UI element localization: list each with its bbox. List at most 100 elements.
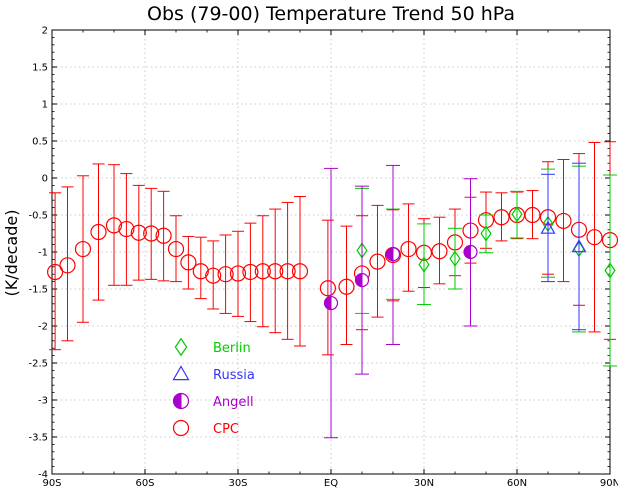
cpc-point <box>319 219 336 356</box>
legend-label: CPC <box>213 422 239 437</box>
legend: Berlin Russia Angell CPC <box>172 337 255 437</box>
cpc-marker <box>74 240 92 258</box>
y-tick-label: -2 <box>38 322 48 333</box>
cpc-marker <box>217 266 234 283</box>
cpc-point <box>118 173 135 286</box>
cpc-point <box>46 192 64 351</box>
axis-ticks: -4 -3.5 -3 -2.5 -2 -1.5 -1 -0.5 0 0.5 1 1.5 2 90S 60S 3… <box>28 26 618 488</box>
cpc-marker <box>180 254 197 271</box>
cpc-marker <box>167 240 185 258</box>
cpc-point <box>167 215 185 283</box>
cpc-marker <box>524 206 541 224</box>
cpc-point <box>493 192 510 242</box>
x-tick-label: 60N <box>507 478 527 488</box>
angell-marker <box>354 273 370 288</box>
legend-item-cpc: CPC <box>172 419 239 437</box>
cpc-point <box>291 196 309 347</box>
cpc-point <box>143 187 160 280</box>
legend-label: Berlin <box>213 341 251 356</box>
angell-point <box>354 185 370 375</box>
legend-label: Russia <box>213 368 255 383</box>
legend-marker-russia <box>172 365 190 381</box>
legend-item-berlin: Berlin <box>174 337 251 357</box>
cpc-marker <box>46 263 64 281</box>
cpc-point <box>524 190 541 240</box>
y-tick-label: 1.5 <box>32 63 48 74</box>
cpc-marker <box>431 243 448 260</box>
series-cpc <box>46 141 618 356</box>
y-tick-label: -1.5 <box>28 285 48 296</box>
berlin-marker <box>604 262 616 279</box>
series-layer <box>46 141 618 439</box>
legend-marker-angell <box>172 392 190 410</box>
legend-item-angell: Angell <box>172 392 254 410</box>
legend-label: Angell <box>213 395 254 410</box>
angell-marker <box>463 244 478 260</box>
marker-fill <box>464 245 471 259</box>
angell-marker <box>385 247 401 262</box>
cpc-marker <box>400 240 417 258</box>
cpc-point <box>192 236 209 300</box>
berlin-point <box>417 223 431 306</box>
cpc-marker <box>267 263 284 280</box>
y-tick-label: -2.5 <box>28 359 48 370</box>
x-tick-label: EQ <box>324 478 338 488</box>
cpc-marker <box>279 263 296 280</box>
russia-marker <box>571 239 587 253</box>
cpc-point <box>242 222 259 323</box>
cpc-point <box>205 240 222 310</box>
legend-marker-cpc <box>172 419 190 437</box>
y-tick-label: 0.5 <box>32 137 48 148</box>
cpc-marker <box>192 263 209 280</box>
cpc-point <box>180 235 197 290</box>
y-axis-label: (K/decade) <box>2 210 21 297</box>
cpc-marker <box>118 220 135 238</box>
cpc-marker <box>555 212 572 230</box>
marker-fill <box>386 247 393 261</box>
angell-point <box>463 178 478 327</box>
angell-point <box>323 167 339 439</box>
russia-point <box>540 173 556 283</box>
cpc-marker <box>205 267 222 284</box>
cpc-marker <box>319 280 336 297</box>
berlin-point <box>510 190 524 239</box>
berlin-point <box>448 227 462 290</box>
x-tick-label: 30N <box>414 478 434 488</box>
y-tick-label: -1 <box>38 248 48 259</box>
berlin-marker <box>511 206 523 223</box>
angell-point <box>385 164 401 345</box>
y-tick-label: -3.5 <box>28 433 48 444</box>
marker-fill <box>355 273 362 287</box>
berlin-point <box>479 214 493 254</box>
berlin-point <box>603 174 617 367</box>
cpc-point <box>155 190 172 282</box>
cpc-point <box>130 184 147 281</box>
cpc-point <box>105 164 123 286</box>
cpc-marker <box>130 224 147 241</box>
legend-marker-berlin <box>174 337 188 357</box>
cpc-marker <box>143 225 160 242</box>
marker-fill <box>173 393 181 409</box>
y-tick-label: 0 <box>42 174 48 185</box>
berlin-marker <box>480 225 492 242</box>
cpc-point <box>59 186 76 342</box>
cpc-point <box>369 204 386 318</box>
cpc-point <box>400 203 417 292</box>
cpc-point <box>254 215 271 328</box>
cpc-marker <box>242 263 259 281</box>
cpc-point <box>267 208 284 334</box>
cpc-marker <box>90 223 107 241</box>
series-russia <box>540 162 587 331</box>
cpc-point <box>279 201 296 340</box>
x-tick-label: 60S <box>135 478 154 488</box>
cpc-marker <box>338 278 355 295</box>
y-tick-label: -4 <box>38 470 48 481</box>
cpc-point <box>431 216 448 285</box>
cpc-point <box>229 230 247 317</box>
chart-title: Obs (79-00) Temperature Trend 50 hPa <box>147 3 515 25</box>
cpc-marker <box>254 263 271 280</box>
cpc-marker <box>155 227 172 244</box>
cpc-point <box>90 163 107 301</box>
